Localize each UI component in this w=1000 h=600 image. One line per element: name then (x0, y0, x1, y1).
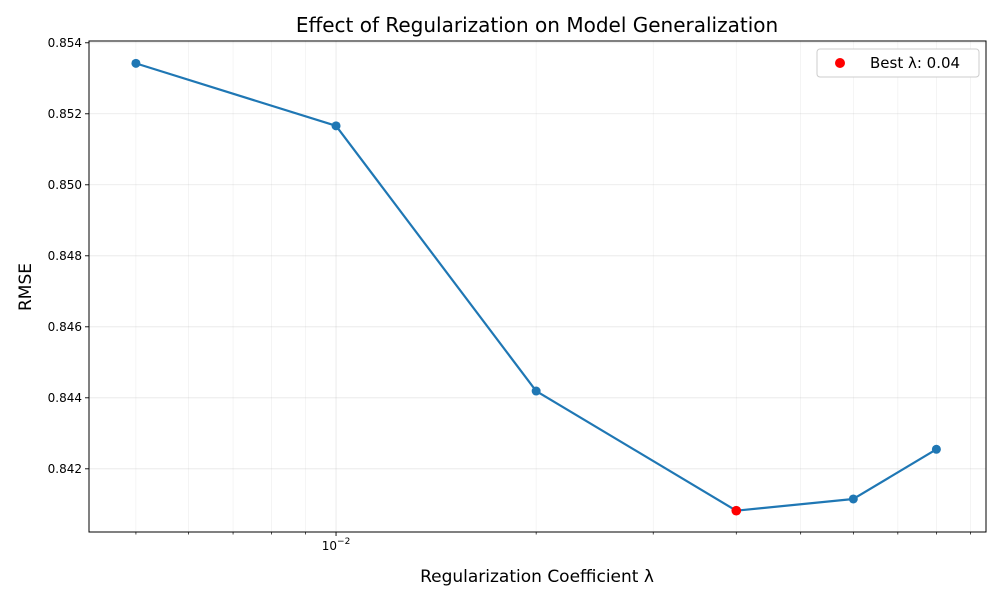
ticks: 10−2 0.842 0.844 0.846 0.848 0.850 0.852 0.854 (48, 36, 971, 553)
y-tick-label: 0.846 (48, 320, 82, 334)
y-tick-label: 0.844 (48, 391, 82, 405)
data-point (331, 121, 341, 131)
y-axis-label: RMSE (16, 263, 36, 311)
legend-entry-best: Best λ: 0.04 (870, 54, 960, 72)
series (131, 58, 941, 516)
chart-title: Effect of Regularization on Model Genera… (296, 13, 778, 37)
legend-box (816, 48, 980, 78)
data-point (848, 494, 858, 504)
y-tick-label: 0.854 (48, 36, 82, 50)
data-point (131, 58, 141, 68)
y-tick-label: 0.852 (48, 107, 82, 121)
data-point (931, 444, 941, 454)
series-line (135, 62, 937, 512)
x-tick-label: 10−2 (322, 537, 351, 553)
plot-frame (88, 40, 987, 533)
y-tick-label: 0.850 (48, 178, 82, 192)
data-point (531, 386, 541, 396)
legend: Best λ: 0.04 (816, 48, 980, 78)
y-tick-label: 0.848 (48, 249, 82, 263)
y-tick-label: 0.842 (48, 462, 82, 476)
legend-marker-best (835, 58, 845, 68)
x-axis-label: Regularization Coefficient λ (420, 567, 654, 587)
best-point-marker (731, 505, 742, 516)
